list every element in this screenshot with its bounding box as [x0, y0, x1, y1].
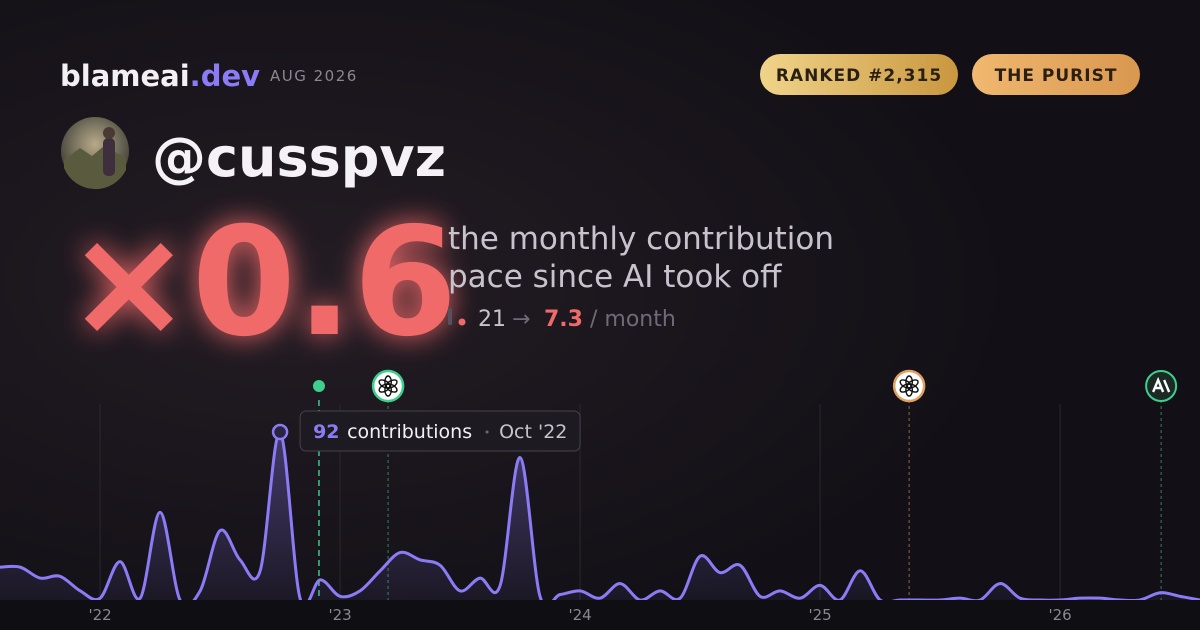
icon-badge [892, 369, 926, 403]
x-tick-label: '25 [808, 606, 831, 624]
headline-line: the monthly contribution [448, 221, 834, 257]
tooltip-label: contributions [347, 421, 472, 443]
title-badge [972, 54, 1140, 95]
avatar [61, 117, 129, 190]
tooltip-separator [485, 430, 489, 434]
pace-arrow: → [512, 307, 530, 332]
event-icon [371, 369, 405, 403]
pace-unit: / month [590, 307, 676, 332]
brand: blameai.dev [60, 59, 260, 93]
rank-badge [760, 54, 958, 95]
tooltip-value: 92 [313, 421, 339, 443]
icon-glyph [378, 379, 391, 389]
x-tick-label: '26 [1048, 606, 1071, 624]
tooltip-box [299, 410, 581, 452]
brand-name: blameai [60, 59, 190, 93]
x-tick-label: '23 [328, 606, 351, 624]
hover-point [271, 423, 289, 441]
pace-after: 7.3 [544, 307, 583, 332]
axis-band [0, 600, 1200, 630]
rank-text: RANKED #2,315 [776, 66, 942, 86]
icon-glyph [1152, 376, 1171, 393]
event-icon [1145, 370, 1178, 402]
chart: '22 '23 '24 '25 '26 92 contributions Oct '22 [0, 369, 1200, 624]
pace-icon [448, 308, 452, 325]
pace-icon [458, 318, 466, 326]
tooltip-date: Oct '22 [499, 421, 567, 443]
line [0, 430, 1200, 600]
event-icon [892, 369, 926, 403]
x-tick-label: '22 [88, 606, 111, 624]
icon-glyph [899, 379, 912, 389]
brand-tld: .dev [190, 59, 260, 93]
area [0, 431, 1200, 600]
handle: @cusspvz [152, 126, 446, 189]
headline-line: pace since AI took off [448, 259, 782, 295]
period: AUG 2026 [270, 67, 358, 85]
icon-badge [371, 369, 405, 403]
multiplier: ×0.6 [66, 196, 457, 370]
title-text: THE PURIST [995, 66, 1118, 86]
event-dot [312, 380, 325, 392]
pace-before: 21 [478, 307, 506, 332]
x-tick-label: '24 [568, 606, 591, 624]
